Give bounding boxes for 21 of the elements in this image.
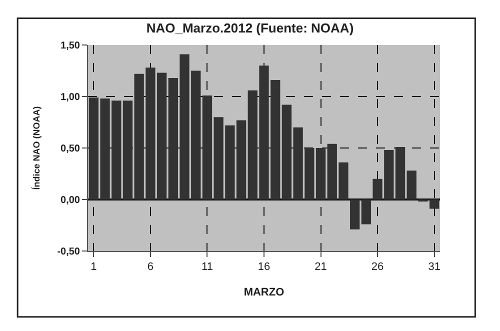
chart-title: NAO_Marzo.2012 (Fuente: NOAA) xyxy=(146,20,354,36)
x-tick-label: 21 xyxy=(314,261,327,274)
y-tick-label: -0,50 xyxy=(57,246,80,258)
y-tick-label: 1,00 xyxy=(60,92,80,103)
x-tick-label: 11 xyxy=(202,261,213,274)
bar xyxy=(406,170,416,200)
x-tick-label: 16 xyxy=(258,261,270,274)
x-tick-label: 31 xyxy=(428,261,440,274)
bar xyxy=(361,200,372,224)
bar xyxy=(202,95,212,200)
x-axis-title: MARZO xyxy=(244,286,285,298)
y-tick-label: 0,00 xyxy=(60,195,80,206)
bar xyxy=(350,200,360,230)
bar xyxy=(122,100,133,200)
y-tick-label: 0,50 xyxy=(60,144,80,154)
y-tick-label: 1,50 xyxy=(60,40,80,52)
bar xyxy=(395,146,406,200)
x-tick-label: 1 xyxy=(90,261,97,274)
x-tick-label: 6 xyxy=(147,261,154,274)
y-axis-title: Índice NAO (NOAA) xyxy=(32,106,42,190)
x-tick-label: 26 xyxy=(371,261,384,274)
